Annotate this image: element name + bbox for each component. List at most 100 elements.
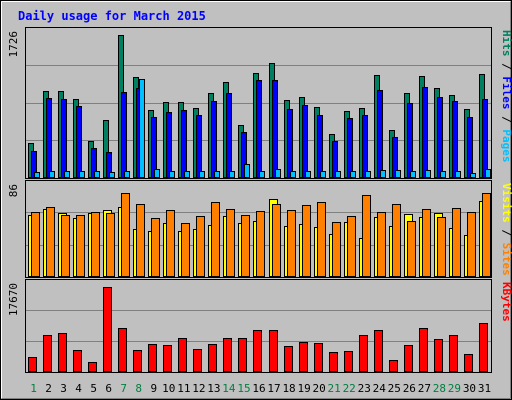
legend-files: Files	[500, 76, 512, 109]
bar-files-day-20	[317, 115, 323, 178]
bar-pages-day-18	[290, 171, 296, 178]
x-tick-label-26: 26	[403, 382, 416, 395]
bar-pages-day-26	[410, 171, 416, 178]
bar-pages-day-25	[395, 170, 401, 178]
bar-pages-day-17	[275, 169, 281, 178]
bar-pages-day-6	[109, 172, 115, 178]
bar-kbytes-day-13	[208, 344, 217, 372]
bar-files-day-19	[302, 105, 308, 178]
bar-kbytes-day-19	[299, 342, 308, 372]
bar-files-day-18	[287, 109, 293, 178]
max-value-label: 17670	[7, 283, 20, 316]
bar-kbytes-day-29	[449, 335, 458, 372]
x-tick-label-10: 10	[162, 382, 175, 395]
bar-kbytes-day-12	[193, 349, 202, 372]
bar-sites-day-30	[467, 212, 476, 277]
x-tick-label-20: 20	[313, 382, 326, 395]
legend-hits: Hits	[500, 30, 512, 57]
bar-pages-day-21	[335, 171, 341, 178]
bar-files-day-23	[362, 115, 368, 178]
bar-pages-day-20	[320, 171, 326, 178]
bar-sites-day-3	[61, 215, 70, 277]
bar-sites-day-6	[106, 213, 115, 277]
bar-pages-day-5	[94, 171, 100, 178]
x-tick-label-22: 22	[343, 382, 356, 395]
bar-kbytes-day-23	[359, 335, 368, 372]
bar-sites-day-28	[437, 217, 446, 277]
bar-kbytes-day-1	[28, 357, 37, 372]
x-tick-label-25: 25	[388, 382, 401, 395]
bar-files-day-16	[256, 80, 262, 178]
bar-files-day-24	[377, 90, 383, 178]
bar-sites-day-24	[377, 212, 386, 277]
bar-files-day-27	[422, 87, 428, 178]
x-tick-label-18: 18	[282, 382, 295, 395]
series-legend: Visits / Sites	[500, 183, 512, 276]
bar-sites-day-25	[392, 204, 401, 277]
x-tick-label-31: 31	[478, 382, 491, 395]
legend-visits: Visits	[500, 183, 512, 223]
bar-kbytes-day-11	[178, 338, 187, 372]
bar-files-day-10	[166, 112, 172, 178]
bar-pages-day-14	[229, 171, 235, 178]
bar-kbytes-day-25	[389, 360, 398, 372]
x-tick-labels: 1 2 3 4 5 6 7 8 9 10 11 12 13 14 15 16 17 18 19 20 21 22 23 24 2…	[30, 382, 491, 395]
bar-pages-day-12	[199, 171, 205, 178]
bar-kbytes-day-10	[163, 345, 172, 372]
bar-sites-day-23	[362, 195, 371, 277]
bar-kbytes-day-18	[284, 346, 293, 372]
x-tick-label-23: 23	[358, 382, 371, 395]
x-tick-label-12: 12	[192, 382, 205, 395]
bar-sites-day-14	[226, 209, 235, 277]
bar-kbytes-day-24	[374, 330, 383, 372]
bar-files-day-17	[272, 80, 278, 178]
bar-pages-day-16	[259, 171, 265, 178]
bar-sites-day-10	[166, 210, 175, 277]
bar-files-day-11	[181, 110, 187, 178]
bar-kbytes-day-22	[344, 351, 353, 372]
bar-pages-day-30	[470, 173, 476, 178]
bar-sites-day-5	[91, 212, 100, 277]
bar-pages-day-9	[154, 169, 160, 178]
x-tick-label-17: 17	[267, 382, 280, 395]
x-tick-label-21: 21	[328, 382, 341, 395]
bar-files-day-13	[211, 101, 217, 178]
panel-hits-files-pages: 1726 Hits / Files / Pages	[7, 27, 512, 179]
bar-kbytes-day-27	[419, 328, 428, 372]
bar-kbytes-day-2	[43, 335, 52, 372]
bar-sites-day-1	[31, 212, 40, 277]
x-tick-label-4: 4	[75, 382, 82, 395]
x-tick-label-11: 11	[177, 382, 190, 395]
bar-sites-day-16	[256, 211, 265, 277]
bar-kbytes-day-14	[223, 338, 232, 372]
bar-kbytes-day-30	[464, 354, 473, 372]
x-tick-label-28: 28	[433, 382, 446, 395]
bar-sites-day-26	[407, 221, 416, 277]
bar-kbytes-day-26	[404, 345, 413, 372]
legend-sites: Sites	[500, 243, 512, 276]
bar-kbytes-day-31	[479, 323, 488, 372]
x-tick-label-7: 7	[120, 382, 127, 395]
x-tick-label-29: 29	[448, 382, 461, 395]
bar-sites-day-31	[482, 193, 491, 277]
bar-kbytes-day-16	[253, 330, 262, 372]
legend-separator: /	[500, 223, 512, 243]
bar-sites-day-29	[452, 208, 461, 277]
bar-pages-day-10	[169, 171, 175, 178]
panel-kbytes: 17670 KBytes	[7, 279, 512, 373]
panel-visits-sites: 86 Visits / Sites	[7, 180, 512, 278]
bar-kbytes-day-9	[148, 344, 157, 372]
bar-sites-day-22	[347, 216, 356, 277]
bar-pages-day-3	[64, 171, 70, 178]
x-tick-label-6: 6	[105, 382, 112, 395]
bar-kbytes-day-15	[238, 338, 247, 372]
bar-kbytes-day-5	[88, 362, 97, 372]
bar-sites-day-13	[211, 202, 220, 277]
x-tick-label-2: 2	[45, 382, 52, 395]
bar-sites-day-12	[196, 216, 205, 277]
x-tick-label-27: 27	[418, 382, 431, 395]
bar-files-day-28	[437, 97, 443, 178]
bar-kbytes-day-21	[329, 352, 338, 372]
bar-pages-day-1	[34, 172, 40, 178]
